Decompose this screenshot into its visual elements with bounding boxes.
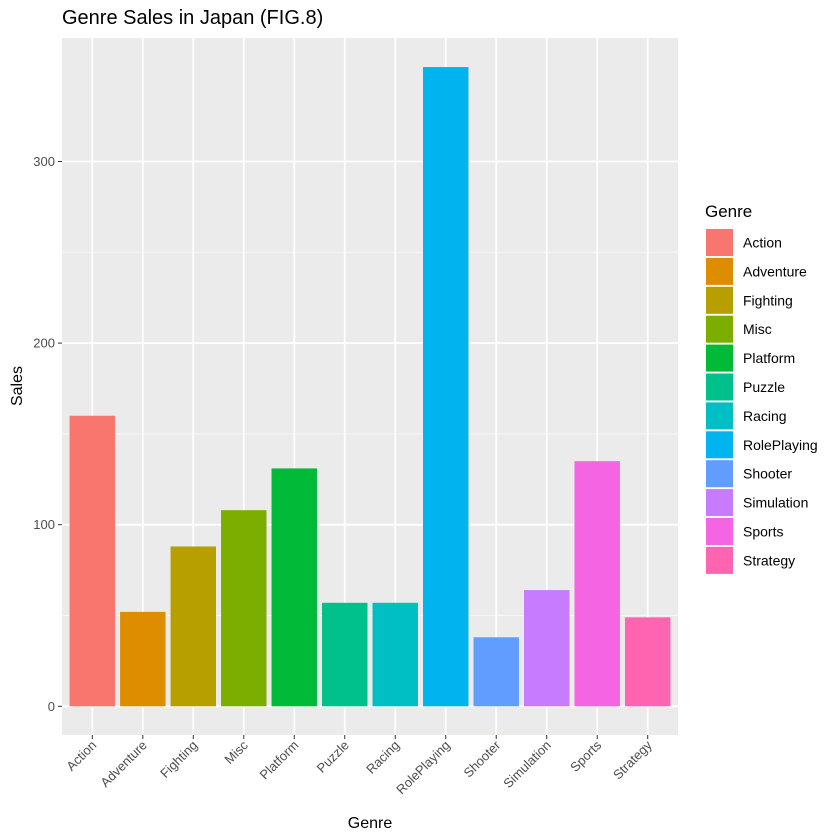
legend-key-puzzle	[706, 373, 733, 401]
y-axis: 0 100 200 300	[33, 154, 62, 714]
legend-key-simulation	[706, 489, 733, 517]
x-tick-label: Sports	[567, 737, 605, 775]
legend-label: Shooter	[743, 466, 792, 482]
legend-label: Adventure	[743, 263, 807, 279]
x-tick-label: Puzzle	[314, 738, 352, 776]
x-tick-label: Adventure	[97, 738, 150, 791]
legend: Genre Action Adventure Fighting Misc Platfor…	[705, 202, 818, 574]
legend-label: Misc	[743, 321, 772, 337]
bars	[69, 67, 671, 707]
x-axis-title: Genre	[348, 815, 393, 832]
x-tick-label: Strategy	[610, 737, 655, 782]
legend-label: Racing	[743, 408, 787, 424]
y-tick-label: 300	[33, 154, 55, 169]
bar-shooter	[473, 637, 519, 707]
bar-racing	[372, 602, 418, 707]
x-tick-label: Fighting	[157, 738, 200, 781]
bar-misc	[221, 510, 267, 707]
legend-label: Strategy	[743, 552, 795, 568]
x-tick-label: Misc	[221, 737, 251, 767]
legend-key-platform	[706, 344, 733, 372]
legend-label: RolePlaying	[743, 437, 818, 453]
bar-puzzle	[322, 602, 368, 707]
x-tick-label: RolePlaying	[393, 738, 453, 798]
legend-label: Action	[743, 235, 782, 251]
legend-key-roleplaying	[706, 431, 733, 459]
bar-adventure	[120, 611, 166, 707]
y-axis-title: Sales	[9, 366, 26, 406]
x-tick-label: Simulation	[500, 738, 554, 792]
bar-roleplaying	[423, 67, 469, 707]
legend-key-racing	[706, 402, 733, 430]
x-tick-label: Shooter	[461, 737, 504, 780]
x-tick-label: Action	[63, 738, 99, 774]
legend-key-adventure	[706, 257, 733, 285]
legend-key-shooter	[706, 460, 733, 488]
legend-label: Simulation	[743, 495, 808, 511]
bar-action	[69, 415, 116, 707]
legend-label: Fighting	[743, 292, 793, 308]
legend-label: Platform	[743, 350, 795, 366]
chart-title: Genre Sales in Japan (FIG.8)	[62, 7, 323, 29]
legend-title: Genre	[705, 202, 752, 221]
bar-platform	[271, 468, 317, 707]
legend-key-misc	[706, 315, 733, 343]
bar-sports	[574, 461, 620, 707]
bar-strategy	[624, 617, 671, 707]
legend-key-sports	[706, 518, 733, 545]
bar-simulation	[524, 590, 570, 707]
y-tick-label: 100	[33, 517, 55, 532]
legend-key-fighting	[706, 286, 733, 314]
bar-fighting	[170, 546, 216, 707]
legend-label: Puzzle	[743, 379, 785, 395]
y-tick-label: 0	[48, 699, 55, 714]
legend-label: Sports	[743, 524, 783, 540]
legend-key-action	[706, 229, 733, 256]
legend-key-strategy	[706, 546, 733, 574]
x-tick-label: Racing	[363, 738, 402, 777]
y-tick-label: 200	[33, 336, 55, 351]
x-tick-label: Platform	[257, 738, 302, 783]
